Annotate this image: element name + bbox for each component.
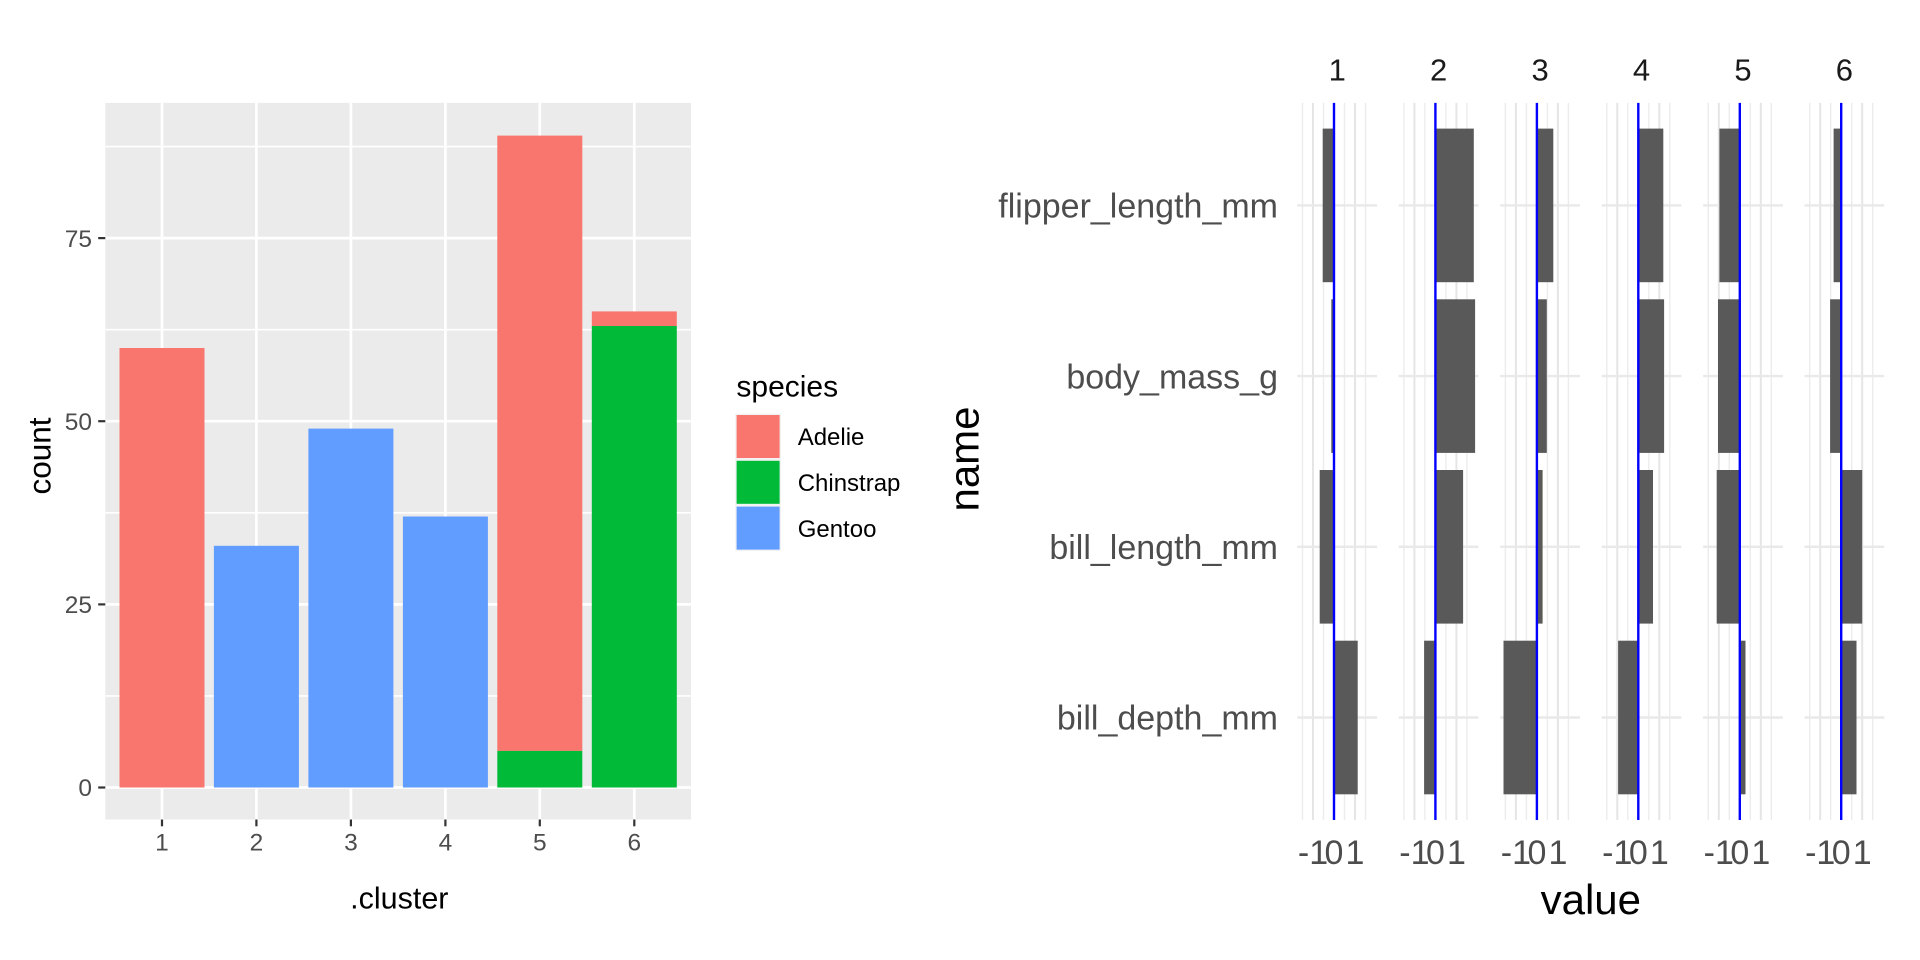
svg-text:1: 1	[1650, 834, 1669, 872]
svg-text:3: 3	[1531, 53, 1548, 88]
svg-text:6: 6	[627, 829, 641, 856]
svg-text:-1: -1	[1704, 834, 1734, 872]
svg-text:flipper_length_mm: flipper_length_mm	[998, 188, 1278, 226]
svg-text:3: 3	[344, 829, 358, 856]
svg-text:-1: -1	[1399, 834, 1429, 872]
svg-text:Gentoo: Gentoo	[798, 516, 877, 543]
svg-text:1: 1	[155, 829, 169, 856]
svg-text:5: 5	[533, 829, 547, 856]
svg-text:bill_depth_mm: bill_depth_mm	[1057, 700, 1278, 738]
svg-text:1: 1	[1751, 834, 1770, 872]
svg-text:name: name	[941, 406, 988, 511]
svg-text:-1: -1	[1602, 834, 1632, 872]
svg-text:-1: -1	[1298, 834, 1328, 872]
svg-text:0: 0	[1527, 834, 1546, 872]
svg-text:-1: -1	[1501, 834, 1531, 872]
svg-text:bill_length_mm: bill_length_mm	[1049, 529, 1278, 567]
svg-text:value: value	[1541, 876, 1641, 923]
svg-text:count: count	[22, 417, 58, 494]
svg-text:5: 5	[1734, 53, 1751, 88]
svg-text:1: 1	[1447, 834, 1466, 872]
svg-text:species: species	[736, 371, 838, 404]
svg-text:1: 1	[1853, 834, 1872, 872]
svg-text:-1: -1	[1805, 834, 1835, 872]
svg-text:0: 0	[1426, 834, 1445, 872]
svg-text:0: 0	[1730, 834, 1749, 872]
svg-text:0: 0	[1325, 834, 1344, 872]
svg-text:4: 4	[439, 829, 453, 856]
svg-text:25: 25	[65, 592, 92, 619]
svg-text:50: 50	[65, 409, 92, 436]
svg-text:2: 2	[1430, 53, 1447, 88]
svg-text:1: 1	[1548, 834, 1567, 872]
svg-text:4: 4	[1633, 53, 1650, 88]
svg-text:1: 1	[1346, 834, 1365, 872]
svg-text:Adelie: Adelie	[798, 424, 865, 451]
svg-text:75: 75	[65, 226, 92, 253]
svg-text:0: 0	[1832, 834, 1851, 872]
svg-text:1: 1	[1329, 53, 1346, 88]
svg-text:.cluster: .cluster	[350, 882, 448, 916]
svg-text:0: 0	[78, 775, 92, 802]
svg-text:body_mass_g: body_mass_g	[1066, 358, 1278, 396]
svg-text:2: 2	[250, 829, 264, 856]
svg-text:6: 6	[1836, 53, 1853, 88]
svg-text:0: 0	[1629, 834, 1648, 872]
svg-text:Chinstrap: Chinstrap	[798, 470, 901, 497]
